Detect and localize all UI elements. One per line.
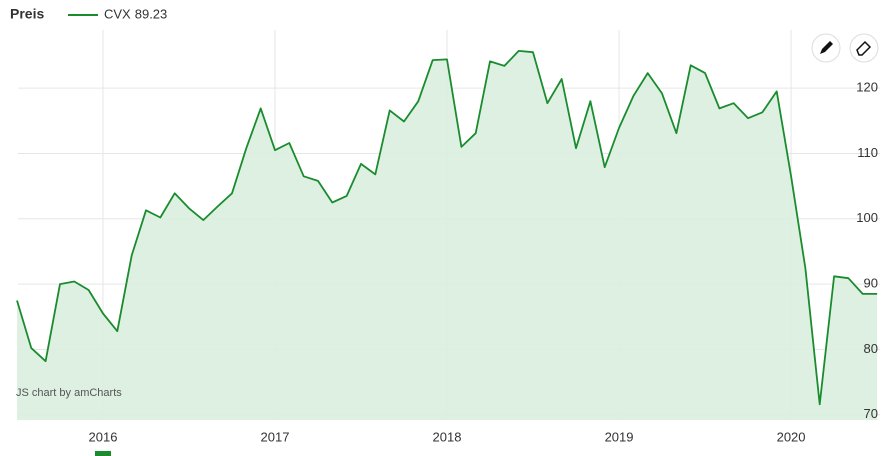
y-tick-label: 80 <box>864 341 878 356</box>
credit: JS chart by amCharts <box>16 387 122 399</box>
x-tick-label: 2020 <box>777 429 806 444</box>
line <box>16 50 878 406</box>
legend-value: 89.23 <box>135 6 168 21</box>
area <box>17 50 878 421</box>
scrollbar-grip[interactable] <box>95 451 111 456</box>
legend-name[interactable]: CVX <box>104 6 131 21</box>
x-tick-label: 2019 <box>605 429 634 444</box>
x-tick-label: 2016 <box>89 429 118 444</box>
eraser-icon <box>856 40 872 56</box>
toolbar <box>811 33 879 63</box>
chart-title: Preis <box>10 6 44 22</box>
y-tick-label: 120 <box>856 80 878 95</box>
y-tick-label: 110 <box>857 145 878 160</box>
y-tick-label: 70 <box>864 406 878 421</box>
x-tick-label: 2017 <box>261 429 290 444</box>
pencil-icon <box>820 41 833 54</box>
y-tick-label: 90 <box>864 276 878 291</box>
x-tick-label: 2018 <box>433 429 462 444</box>
y-tick-label: 100 <box>856 210 878 225</box>
